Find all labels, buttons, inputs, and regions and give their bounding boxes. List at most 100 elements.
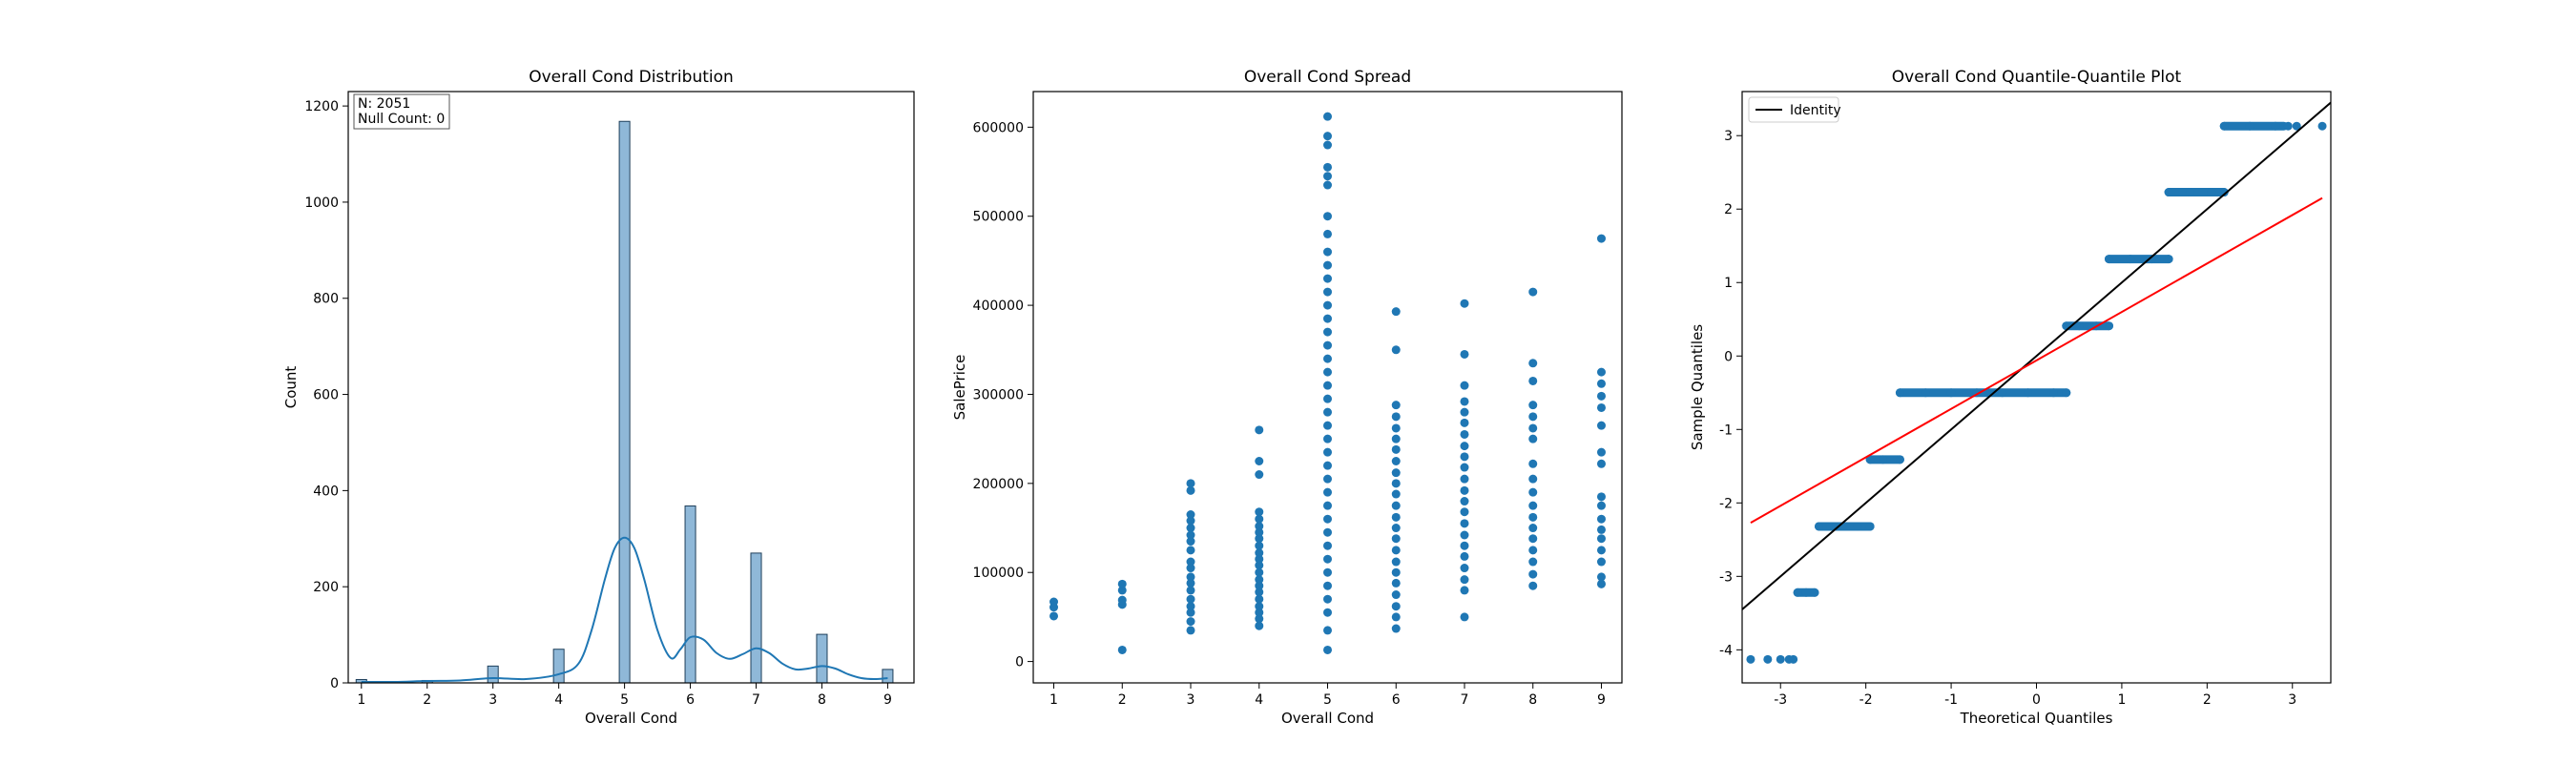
point bbox=[1186, 524, 1195, 533]
x-tick-label: 2 bbox=[1118, 692, 1127, 708]
point bbox=[1391, 401, 1401, 410]
point bbox=[1460, 612, 1469, 622]
y-axis-label: Sample Quantiles bbox=[1689, 324, 1706, 450]
point bbox=[1528, 401, 1538, 410]
x-tick-label: 1 bbox=[2117, 692, 2126, 708]
point bbox=[1255, 548, 1264, 558]
y-tick-label: 200 bbox=[313, 580, 339, 595]
point bbox=[1460, 474, 1469, 484]
point bbox=[1801, 588, 1811, 597]
x-tick-label: -1 bbox=[1944, 692, 1958, 708]
bar-9 bbox=[882, 669, 894, 683]
y-tick-label: 800 bbox=[313, 292, 339, 307]
point bbox=[2164, 188, 2173, 197]
point bbox=[1255, 514, 1264, 524]
point bbox=[1323, 461, 1332, 470]
point bbox=[1946, 388, 1956, 398]
point bbox=[1186, 564, 1195, 573]
y-tick-label: 0 bbox=[330, 676, 339, 691]
axes-frame bbox=[1741, 91, 2332, 684]
point bbox=[1391, 578, 1401, 588]
point bbox=[1596, 459, 1606, 468]
point bbox=[1323, 180, 1332, 190]
y-axis-label: SalePrice bbox=[951, 355, 968, 421]
point bbox=[2219, 121, 2229, 131]
point bbox=[1528, 412, 1538, 422]
point bbox=[2219, 188, 2229, 197]
point bbox=[2062, 388, 2071, 398]
bar-4 bbox=[552, 649, 565, 683]
y-tick-label: 600 bbox=[313, 388, 339, 403]
point bbox=[1323, 447, 1332, 457]
point bbox=[1460, 397, 1469, 406]
legend-label: Identity bbox=[1790, 103, 1841, 118]
chart-title: Overall Cond Quantile-Quantile Plot bbox=[1892, 68, 2182, 87]
point bbox=[2024, 388, 2033, 398]
point bbox=[1255, 425, 1264, 435]
y-tick-label: 3 bbox=[1724, 129, 1733, 144]
point bbox=[1186, 572, 1195, 582]
point bbox=[2164, 255, 2173, 264]
point bbox=[1391, 624, 1401, 633]
point bbox=[2074, 321, 2084, 331]
point bbox=[1460, 551, 1469, 561]
x-tick-label: 6 bbox=[1392, 692, 1401, 708]
plot-area bbox=[1742, 101, 2331, 664]
fit-line bbox=[1750, 196, 2323, 524]
point bbox=[1323, 594, 1332, 604]
point bbox=[1596, 572, 1606, 582]
point bbox=[1255, 522, 1264, 531]
point bbox=[1391, 345, 1401, 355]
point bbox=[1323, 381, 1332, 390]
point bbox=[1528, 534, 1538, 544]
point bbox=[1865, 455, 1875, 464]
point bbox=[1596, 447, 1606, 457]
point bbox=[1391, 307, 1401, 317]
point bbox=[1460, 349, 1469, 359]
point bbox=[1323, 626, 1332, 635]
panel-3: Identity -3 -2 -1 0 1 2 3 -4 -3 -2 -1 0 1 2 3 Overall Co… bbox=[1689, 68, 2332, 727]
x-tick-label: 2 bbox=[423, 692, 431, 708]
point bbox=[1596, 402, 1606, 412]
panel-2: 1 2 3 4 5 6 7 8 9 0 100000 200000 300000 400000 500000… bbox=[951, 68, 1623, 727]
point bbox=[1528, 524, 1538, 533]
point bbox=[1528, 557, 1538, 567]
y-tick-label: 1200 bbox=[304, 99, 339, 114]
x-tick-label: 3 bbox=[488, 692, 497, 708]
point bbox=[1391, 412, 1401, 422]
point bbox=[1528, 546, 1538, 555]
point bbox=[1255, 527, 1264, 537]
point bbox=[1255, 614, 1264, 624]
x-tick-label: 8 bbox=[818, 692, 826, 708]
point bbox=[1323, 581, 1332, 590]
point bbox=[1323, 260, 1332, 270]
point bbox=[2292, 121, 2301, 131]
legend-frame bbox=[1748, 96, 1839, 123]
point bbox=[1879, 455, 1888, 464]
point bbox=[2105, 321, 2114, 331]
point bbox=[1186, 546, 1195, 555]
point bbox=[1814, 522, 1823, 531]
point bbox=[1460, 530, 1469, 540]
point bbox=[1255, 541, 1264, 550]
point bbox=[1460, 463, 1469, 472]
point bbox=[1391, 534, 1401, 544]
y-tick-label: 2 bbox=[1724, 202, 1733, 217]
point bbox=[1186, 578, 1195, 588]
point bbox=[1255, 602, 1264, 611]
point bbox=[1528, 459, 1538, 468]
point bbox=[1776, 654, 1785, 664]
point bbox=[2245, 121, 2254, 131]
point bbox=[1528, 501, 1538, 510]
point bbox=[1323, 434, 1332, 443]
point bbox=[1323, 300, 1332, 310]
x-tick-label: 6 bbox=[686, 692, 695, 708]
point bbox=[1895, 388, 1904, 398]
y-tick-label: -1 bbox=[1719, 423, 1733, 438]
point bbox=[1255, 567, 1264, 577]
point bbox=[1255, 470, 1264, 480]
point bbox=[1528, 359, 1538, 368]
x-tick-label: -3 bbox=[1774, 692, 1787, 708]
point bbox=[1186, 557, 1195, 567]
